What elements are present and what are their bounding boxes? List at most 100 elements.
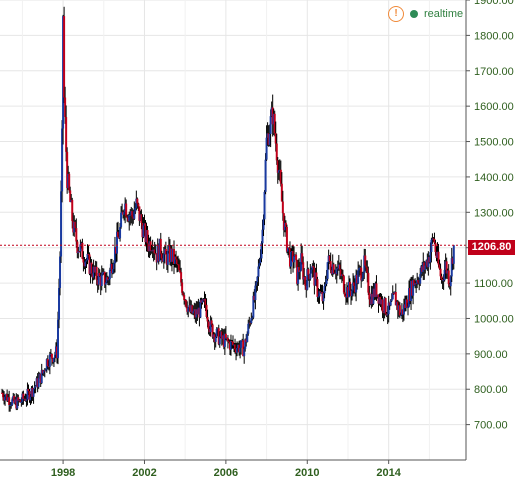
candle-body [433, 238, 436, 243]
candle-body [314, 272, 317, 286]
candle-body [408, 288, 411, 307]
candle-body [55, 346, 58, 359]
candle-body [141, 222, 144, 238]
candle-body [199, 300, 202, 318]
candle-body [312, 265, 315, 268]
candle-body [167, 246, 170, 252]
candle-body [49, 353, 52, 355]
candle-body [296, 260, 299, 284]
y-tick-label: 1800.00 [474, 30, 514, 42]
candle-body [37, 378, 40, 388]
candle-body [39, 373, 42, 384]
candle-body [162, 254, 165, 262]
candle-body [118, 236, 121, 239]
candle-body [200, 300, 203, 303]
candle-body [427, 256, 430, 268]
candle-body [444, 261, 447, 270]
candle-body [205, 304, 208, 317]
candle-body [367, 272, 370, 293]
candle-body [62, 16, 65, 129]
candle-body [432, 238, 435, 240]
candle-body [326, 262, 329, 279]
candle-body [54, 346, 57, 355]
candle-body [365, 265, 368, 268]
exclamation-circle-icon[interactable]: ! [388, 6, 404, 22]
candle-body [378, 296, 381, 304]
candle-body [196, 309, 199, 315]
candle-body [337, 264, 340, 269]
candle-body [11, 399, 14, 405]
candle-body [210, 320, 213, 325]
candle-body [135, 198, 138, 208]
candle-body [262, 219, 265, 230]
candle-body [334, 272, 337, 275]
candle-body [73, 221, 76, 233]
candle-body [382, 311, 385, 314]
candle-body [301, 253, 304, 263]
candle-body [75, 228, 78, 242]
candle-body [65, 116, 68, 152]
candle-body [166, 251, 169, 265]
candle-body [315, 272, 318, 280]
candle-body [70, 199, 73, 202]
candle-body [180, 272, 183, 283]
candle-body [288, 248, 291, 267]
candle-body [156, 245, 159, 263]
candle-body [87, 253, 90, 255]
candle-body [356, 274, 359, 284]
candle-body [336, 268, 339, 270]
realtime-indicator[interactable]: ! realtime [388, 6, 463, 22]
candle-body [202, 299, 205, 301]
candle-body [89, 262, 92, 274]
candle-body [91, 273, 94, 278]
candle-body [259, 258, 262, 264]
candle-body [139, 214, 142, 221]
candle-body [64, 97, 67, 117]
candle-body [125, 203, 128, 217]
candle-body [418, 282, 421, 284]
y-tick-label: 1900.00 [474, 0, 514, 7]
candle-body [370, 293, 373, 305]
candle-body [273, 113, 276, 134]
candle-body [103, 271, 106, 285]
x-tick-label: 2014 [376, 467, 401, 479]
candle-body [257, 266, 260, 277]
candle-body [394, 291, 397, 306]
candle-body [325, 278, 328, 284]
candle-body [271, 107, 274, 125]
candle-body [359, 267, 362, 269]
y-tick-label: 800.00 [474, 384, 508, 396]
candle-body [281, 201, 284, 214]
candle-body [384, 298, 387, 314]
candle-body [8, 397, 11, 406]
candle-body [24, 398, 27, 401]
candle-body [293, 256, 296, 263]
candle-body [318, 291, 321, 297]
candle-body [107, 279, 110, 281]
candle-body [12, 395, 15, 400]
candle-body [126, 216, 129, 218]
candle-body [388, 302, 391, 306]
candle-body [328, 255, 331, 262]
candle-body [209, 320, 212, 333]
candle-body [80, 242, 83, 245]
candle-body [188, 305, 191, 308]
candle-body [105, 277, 108, 283]
candle-body [63, 16, 66, 98]
candle-body [198, 307, 201, 318]
candle-body [186, 306, 189, 312]
candle-body [284, 222, 287, 227]
y-axis-ticks: 700.00800.00900.001000.001100.001200.001… [466, 0, 514, 432]
candle-body [323, 286, 326, 294]
candle-body [429, 252, 432, 263]
candle-body [88, 254, 91, 274]
grid [0, 0, 466, 460]
candle-body [289, 252, 292, 267]
candle-body [387, 302, 390, 315]
candle-body [74, 221, 77, 229]
candle-body [185, 300, 188, 307]
candle-body [30, 387, 33, 397]
candle-body [442, 280, 445, 282]
candle-body [10, 404, 13, 406]
x-tick-label: 2006 [214, 467, 238, 479]
